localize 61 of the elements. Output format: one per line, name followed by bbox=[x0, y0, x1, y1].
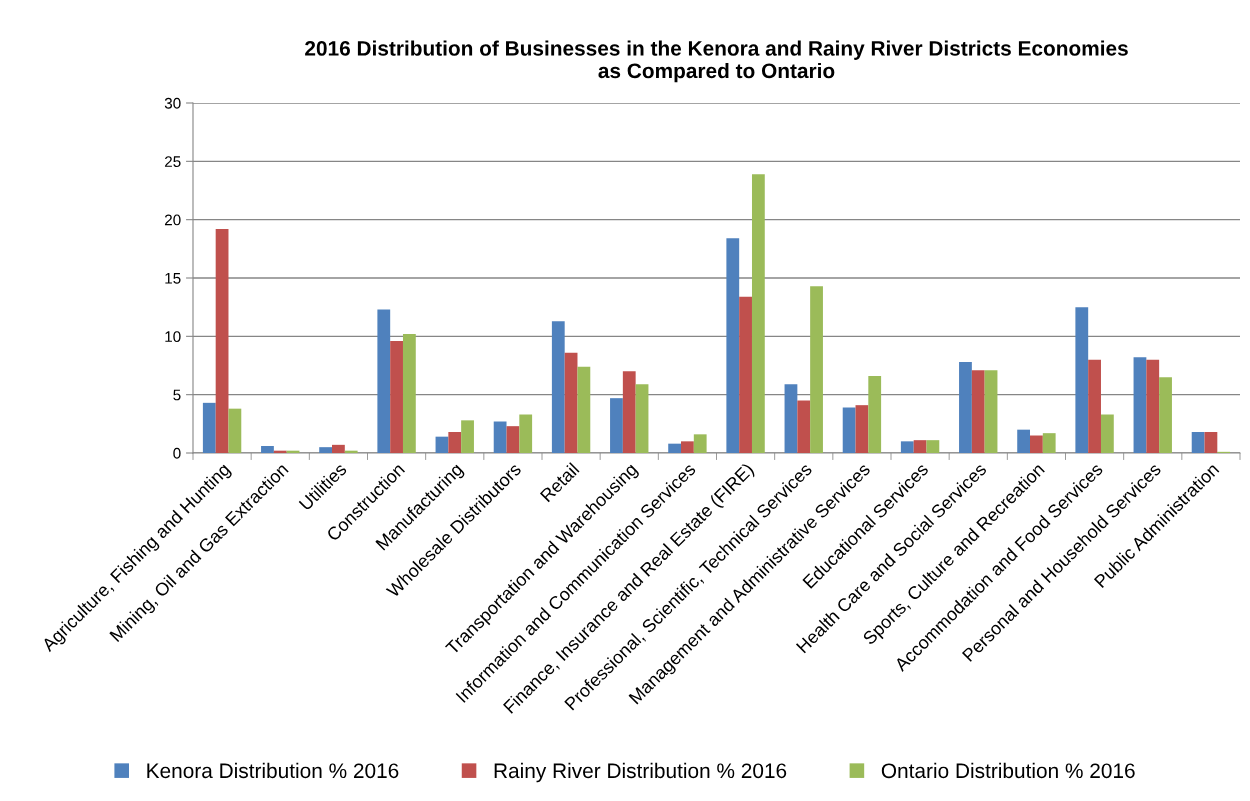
y-tick-label: 20 bbox=[164, 214, 181, 226]
bar bbox=[448, 432, 462, 453]
bar bbox=[855, 405, 869, 453]
bar bbox=[1075, 307, 1089, 453]
y-tick-label: 5 bbox=[173, 389, 181, 401]
bar bbox=[900, 441, 914, 453]
bar bbox=[202, 402, 216, 453]
bar bbox=[215, 229, 229, 453]
legend-label: Ontario Distribution % 2016 bbox=[881, 762, 1135, 779]
bar bbox=[681, 441, 694, 453]
bar bbox=[377, 309, 391, 453]
bar bbox=[1204, 432, 1218, 453]
y-tick-label: 30 bbox=[164, 97, 181, 109]
bar bbox=[1017, 429, 1031, 453]
bar bbox=[390, 341, 403, 453]
bar bbox=[1159, 377, 1172, 453]
y-tick-label: 15 bbox=[165, 273, 181, 284]
legend-label: Rainy River Distribution % 2016 bbox=[494, 762, 787, 783]
bar bbox=[228, 408, 242, 453]
y-tick-label: 25 bbox=[164, 156, 181, 168]
bar bbox=[261, 446, 274, 453]
bar bbox=[971, 370, 985, 453]
bar bbox=[1100, 414, 1114, 453]
bar bbox=[959, 362, 972, 453]
bar bbox=[402, 334, 416, 453]
bar bbox=[1030, 435, 1043, 453]
bar bbox=[751, 174, 765, 453]
bar bbox=[1088, 359, 1101, 453]
bar bbox=[332, 444, 345, 453]
bar bbox=[551, 321, 565, 453]
bar bbox=[1146, 359, 1160, 453]
bar bbox=[519, 414, 533, 453]
bar bbox=[842, 407, 856, 453]
bar bbox=[726, 238, 740, 453]
bar bbox=[739, 296, 752, 453]
bar bbox=[435, 436, 449, 453]
bar bbox=[693, 434, 707, 453]
bar bbox=[810, 286, 823, 453]
bar bbox=[577, 366, 591, 453]
bar bbox=[926, 440, 940, 453]
bar bbox=[610, 398, 623, 453]
legend-label: Kenora Distribution % 2016 bbox=[147, 762, 399, 779]
bar bbox=[506, 426, 520, 453]
chart-title: 2016 Distribution of Businesses in the Kenora and Rainy River Districts Economies as Compared to Ontario bbox=[305, 40, 1128, 83]
bar bbox=[564, 352, 578, 453]
bar bbox=[493, 421, 507, 453]
bar bbox=[913, 440, 927, 453]
bar bbox=[622, 371, 636, 453]
bar bbox=[1042, 433, 1056, 453]
y-tick-label: 10 bbox=[165, 331, 181, 343]
bar bbox=[635, 384, 649, 453]
bar bbox=[461, 420, 474, 453]
bar bbox=[668, 443, 682, 453]
bar bbox=[1133, 357, 1147, 453]
y-tick-label: 0 bbox=[173, 447, 181, 459]
bar bbox=[1191, 432, 1205, 453]
bar bbox=[868, 376, 882, 453]
bar bbox=[797, 400, 811, 453]
bar bbox=[319, 447, 333, 453]
bar bbox=[784, 384, 798, 453]
bar bbox=[984, 370, 998, 453]
